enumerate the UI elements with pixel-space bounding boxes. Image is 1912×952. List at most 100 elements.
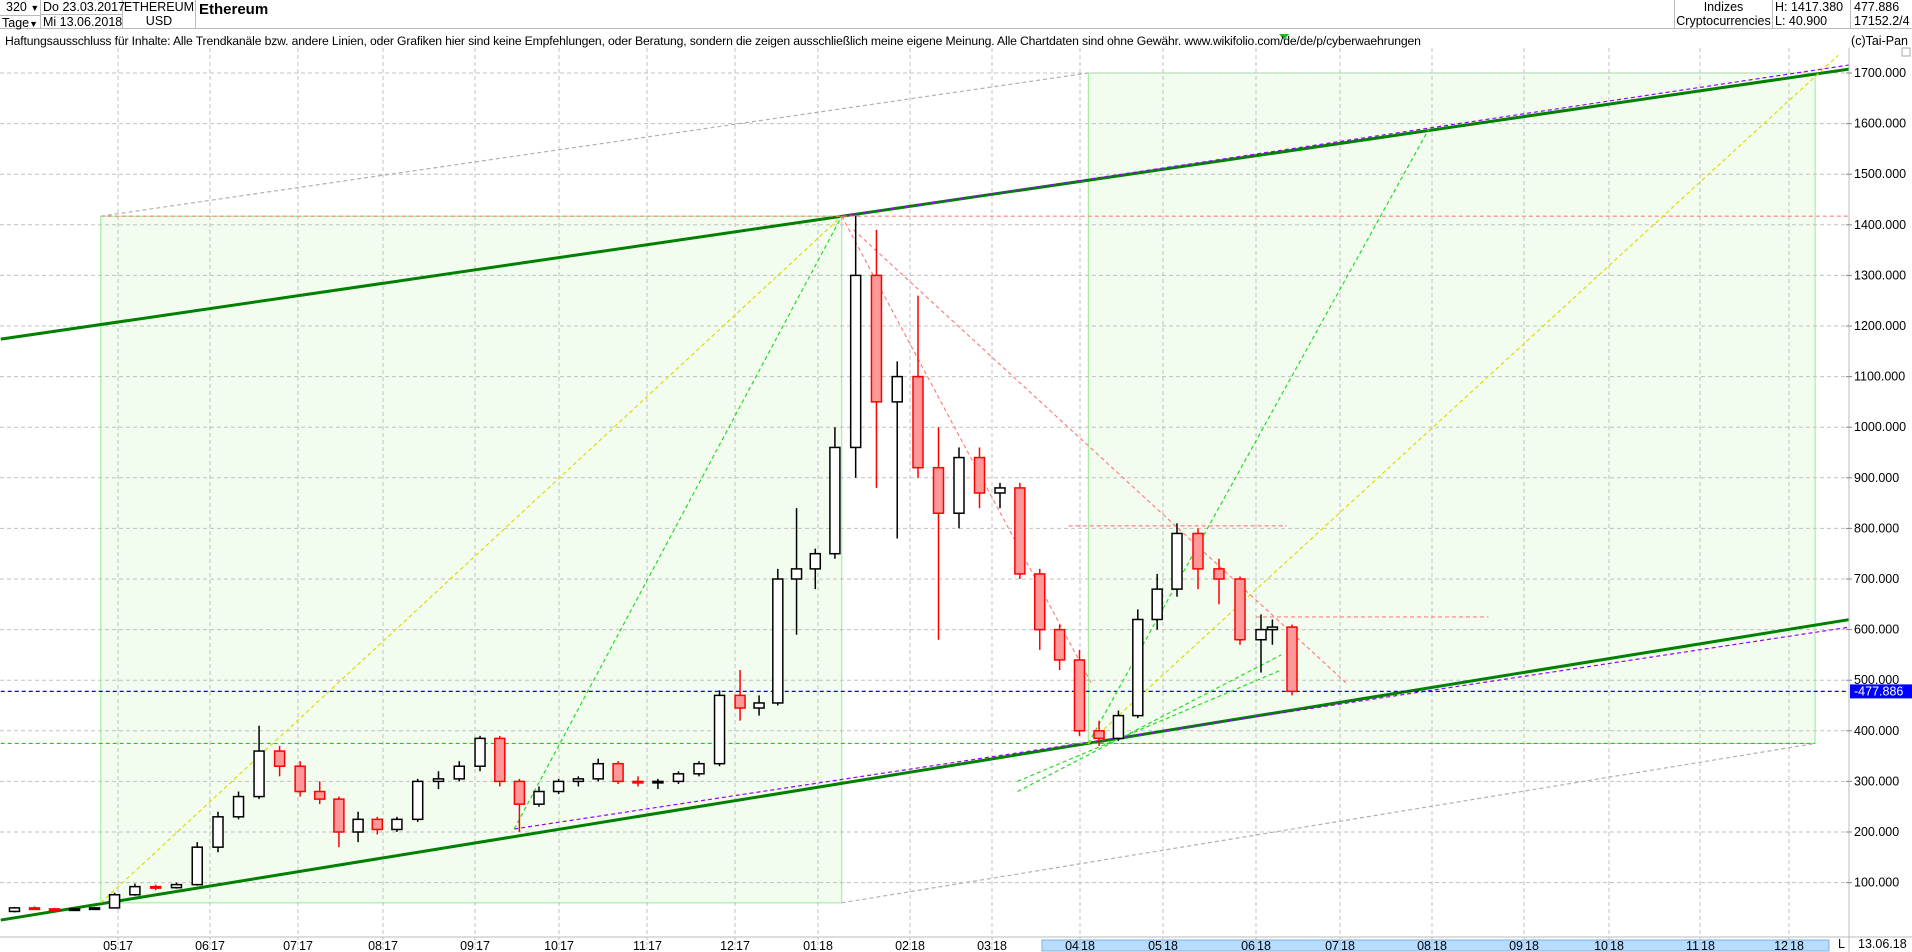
marker-triangle-icon: [1279, 34, 1289, 40]
bars-selector[interactable]: 320 ▼ Tage▼: [0, 0, 41, 30]
x-tick-label-year: 18: [1433, 939, 1447, 952]
candle-body: [870, 274, 883, 403]
candle: [572, 776, 585, 787]
candle-body: [68, 908, 81, 912]
candle: [352, 811, 364, 843]
candle: [753, 695, 765, 716]
x-tick-label-month: 05: [1148, 939, 1162, 952]
candle: [170, 882, 183, 889]
caret-down-icon[interactable]: ▼: [30, 3, 40, 13]
candle: [8, 906, 21, 913]
x-tick-label-month: 06: [195, 939, 209, 952]
candle-body: [391, 818, 403, 831]
candle: [713, 690, 726, 767]
candle: [652, 778, 664, 789]
candle: [474, 735, 486, 772]
chart-title: Ethereum: [199, 1, 269, 18]
candle-body: [994, 487, 1006, 494]
candle-body: [149, 885, 162, 889]
candle-body: [170, 883, 183, 889]
candle: [1132, 609, 1144, 719]
date-from[interactable]: Do 23.03.2017: [43, 0, 126, 14]
candle: [232, 791, 245, 820]
currency: USD: [145, 14, 173, 28]
date-to[interactable]: Mi 13.06.2018: [41, 14, 123, 29]
candle-body: [474, 737, 486, 767]
candle-body: [294, 765, 306, 793]
candle: [790, 508, 803, 635]
candle-body: [432, 778, 445, 783]
candle: [273, 745, 286, 777]
candle: [809, 548, 822, 590]
candle-body: [253, 750, 265, 798]
candle-body: [494, 737, 506, 783]
candle-body: [453, 765, 466, 780]
x-tick-label-month: 11: [1686, 939, 1699, 952]
last-price-label: -477.886: [1854, 684, 1903, 698]
candle-body: [371, 818, 384, 831]
candle: [1014, 482, 1026, 579]
x-tick-label-month: 07: [283, 939, 297, 952]
chart-header: 320 ▼ Tage▼ Do 23.03.2017 Mi 13.06.2018 …: [0, 0, 1912, 30]
candle-body: [672, 773, 685, 783]
candle-body: [333, 798, 345, 833]
candle: [453, 761, 466, 782]
copyright: (c)Tai-Pan: [1851, 34, 1908, 48]
bars-count: 320: [6, 0, 27, 14]
candle: [533, 786, 545, 807]
candle-body: [973, 456, 986, 494]
trend-channel-line: [0, 618, 1849, 922]
caret-down-icon[interactable]: ▼: [29, 19, 39, 29]
x-tick-label-year: 18: [1257, 939, 1271, 952]
candle: [294, 761, 306, 797]
candle: [108, 892, 121, 909]
candle: [432, 771, 445, 789]
low-value: L: 40.900: [1775, 14, 1828, 28]
x-tick-label-year: 18: [1164, 939, 1178, 952]
candle: [849, 216, 862, 478]
x-tick-label-month: 04: [1065, 939, 1079, 952]
candle-body: [713, 694, 726, 765]
y-tick-label: 1300.000: [1854, 268, 1906, 282]
candle-body: [273, 750, 286, 767]
y-tick-label: 1000.000: [1854, 420, 1906, 434]
x-tick-label-year: 17: [384, 939, 398, 952]
candle: [1255, 614, 1267, 673]
candle-body: [1073, 659, 1086, 732]
candle-body: [88, 907, 101, 911]
candle-body: [734, 694, 746, 709]
dashed-trendline: [841, 64, 1849, 217]
candle: [313, 781, 326, 805]
candle-body: [849, 274, 862, 449]
candle: [191, 842, 203, 886]
candle-body: [1171, 532, 1183, 590]
dashed-trendline: [841, 742, 1816, 904]
y-tick-label: 1400.000: [1854, 218, 1906, 232]
candle-body: [1014, 487, 1026, 575]
x-tick-label-month: 07: [1325, 939, 1339, 952]
x-tick-label-year: 17: [211, 939, 225, 952]
candle-body: [48, 908, 61, 912]
x-tick-label-year: 17: [299, 939, 313, 952]
collapse-icon[interactable]: [1901, 47, 1911, 57]
candle: [28, 906, 41, 911]
scale-mode[interactable]: L: [1838, 937, 1845, 951]
last-price-badge: [1850, 684, 1912, 699]
period-value: Tage: [2, 16, 30, 30]
disclaimer: Haftungsausschluss für Inhalte: Alle Tre…: [5, 34, 1421, 48]
candle: [411, 778, 424, 822]
candle: [1033, 568, 1046, 650]
x-tick-label-year: 18: [1701, 939, 1715, 952]
candle: [48, 907, 61, 912]
y-tick-label: 1500.000: [1854, 167, 1906, 181]
y-tick-label: 300.000: [1854, 774, 1899, 788]
candle-body: [129, 885, 141, 896]
candle-body: [932, 466, 945, 514]
candle: [1171, 523, 1183, 597]
dashed-trendline: [514, 626, 1849, 830]
candle-body: [1234, 578, 1246, 641]
candle: [552, 778, 565, 795]
candle: [212, 811, 224, 853]
candle: [932, 427, 945, 640]
